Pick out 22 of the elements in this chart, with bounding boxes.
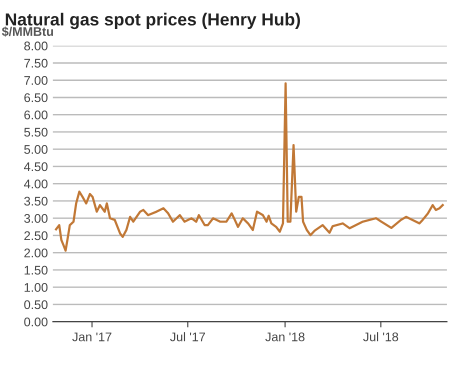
x-tick-label: Jul '18 (363, 332, 398, 342)
y-tick-label: 0.00 (24, 318, 48, 326)
y-tick-label: 4.50 (24, 162, 48, 172)
y-tick-label: 5.50 (24, 128, 48, 137)
y-tick-label: 3.00 (24, 214, 48, 223)
y-tick-label: 2.00 (24, 248, 48, 258)
y-tick-label: 2.50 (24, 231, 48, 240)
x-tick-label: Jan '17 (72, 332, 112, 342)
y-tick-label: 1.50 (24, 266, 48, 275)
y-tick-label: 7.50 (24, 58, 48, 68)
y-tick-label: 1.00 (24, 283, 48, 292)
y-tick-label: 6.00 (24, 110, 48, 120)
x-tick-label: Jul '17 (170, 332, 206, 342)
y-tick-label: 8.00 (24, 42, 48, 50)
y-tick-label: 4.00 (24, 180, 48, 188)
x-tick-label: Jan '18 (265, 332, 304, 342)
y-tick-label: 3.50 (24, 196, 48, 206)
y-tick-label: 5.00 (24, 145, 48, 154)
y-tick-label: 6.50 (24, 93, 48, 102)
y-tick-label: 7.00 (24, 76, 48, 85)
line-series (54, 82, 444, 252)
y-tick-label: 0.50 (24, 300, 48, 310)
